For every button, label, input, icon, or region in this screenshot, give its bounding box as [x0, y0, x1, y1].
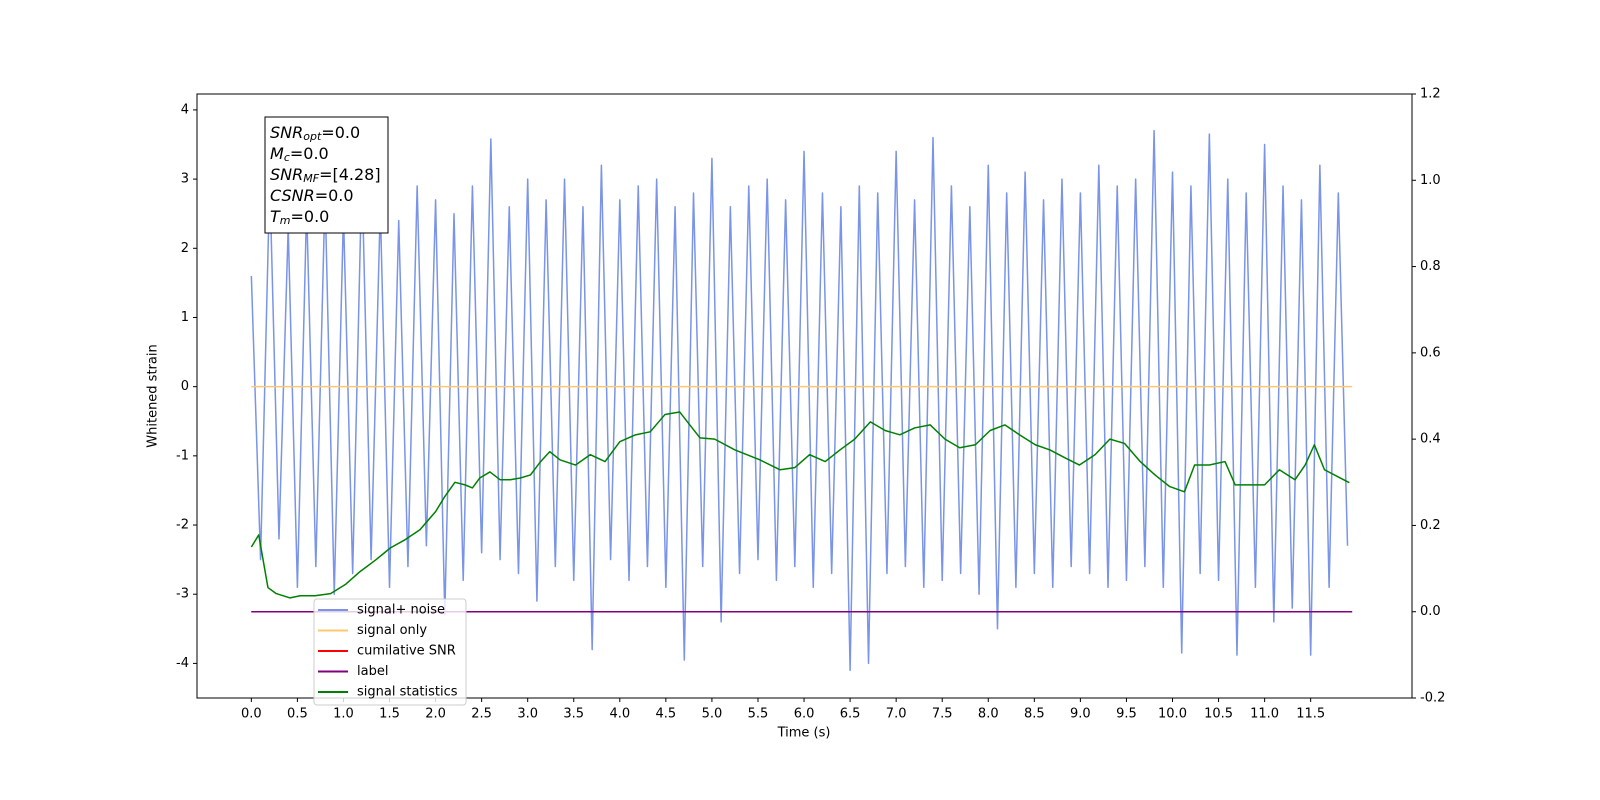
annotation-symbol: CSNR: [270, 186, 315, 205]
y2-tick-label: 1.0: [1420, 173, 1441, 188]
y-tick-label: 3: [181, 172, 189, 187]
x-tick-label: 9.5: [1116, 707, 1137, 722]
y-tick-label: -3: [176, 587, 189, 602]
annotation-subscript: m: [280, 214, 291, 227]
x-tick-label: 8.0: [978, 707, 999, 722]
y2-tick-label: -0.2: [1420, 691, 1445, 706]
x-tick-label: 3.0: [517, 707, 538, 722]
x-tick-label: 3.5: [563, 707, 584, 722]
y-axis-label: Whitened strain: [146, 344, 161, 447]
annotation-value: =0.0: [315, 186, 354, 205]
annotation-line: Mc=0.0: [270, 144, 329, 165]
annotation-symbol: M: [270, 144, 284, 163]
legend-label: cumilative SNR: [357, 644, 456, 659]
legend-label: signal only: [357, 623, 427, 638]
legend-label: signal+ noise: [357, 603, 445, 618]
x-tick-label: 9.0: [1070, 707, 1091, 722]
y-tick-label: -4: [176, 656, 189, 671]
annotation-value: =[4.28]: [319, 165, 381, 184]
annotation-value: =0.0: [290, 144, 329, 163]
y2-tick-label: 1.2: [1420, 87, 1441, 102]
annotation-value: =0.0: [291, 207, 330, 226]
y-tick-label: 0: [181, 379, 189, 394]
x-tick-label: 7.5: [932, 707, 953, 722]
x-tick-label: 7.0: [886, 707, 907, 722]
y2-tick-label: 0.4: [1420, 432, 1441, 447]
y-tick-label: 4: [181, 102, 189, 117]
x-tick-label: 6.5: [840, 707, 861, 722]
annotation-line: SNRopt=0.0: [270, 123, 360, 144]
series-line: [250, 129, 1349, 672]
y-tick-label: -2: [176, 518, 189, 533]
annotation-symbol: SNR: [270, 165, 303, 184]
y-tick-label: 2: [181, 241, 189, 256]
annotation-subscript: MF: [303, 172, 319, 185]
x-tick-label: 11.5: [1296, 707, 1325, 722]
x-tick-label: 6.0: [794, 707, 815, 722]
annotation-line: CSNR=0.0: [270, 186, 354, 205]
x-tick-label: 4.5: [656, 707, 677, 722]
x-tick-label: 2.0: [425, 707, 446, 722]
x-tick-label: 5.0: [702, 707, 723, 722]
annotation-subscript: opt: [303, 130, 322, 143]
series-line: [250, 411, 1350, 599]
x-tick-label: 1.0: [333, 707, 354, 722]
legend: signal+ noise signal only cumilative SNR la…: [313, 598, 467, 706]
annotation-symbol: T: [270, 207, 281, 226]
annotation-subscript: c: [284, 151, 290, 164]
x-tick-label: 10.5: [1204, 707, 1233, 722]
x-tick-label: 0.5: [287, 707, 308, 722]
y2-tick-label: 0.2: [1420, 518, 1441, 533]
annotation-value: =0.0: [321, 123, 360, 142]
x-tick-label: 2.5: [471, 707, 492, 722]
x-tick-label: 8.5: [1024, 707, 1045, 722]
legend-label: label: [357, 664, 388, 679]
x-tick-label: 0.0: [241, 707, 262, 722]
annotation-frame: [264, 116, 389, 234]
annotation-box: SNRopt=0.0Mc=0.0SNRMF=[4.28]CSNR=0.0Tm=0…: [264, 116, 389, 234]
y2-tick-label: 0.0: [1420, 604, 1441, 619]
y-tick-label: 1: [181, 310, 189, 325]
y-tick-label: -1: [176, 448, 189, 463]
legend-frame: [313, 598, 467, 706]
annotation-line: Tm=0.0: [270, 207, 329, 228]
x-tick-label: 5.5: [748, 707, 769, 722]
y2-tick-label: 0.6: [1420, 345, 1441, 360]
x-axis-label: Time (s): [777, 726, 831, 741]
y2-tick-label: 0.8: [1420, 259, 1441, 274]
annotation-symbol: SNR: [270, 123, 303, 142]
x-tick-label: 11.0: [1250, 707, 1279, 722]
annotation-line: SNRMF=[4.28]: [270, 165, 381, 186]
legend-label: signal statistics: [357, 685, 458, 700]
x-tick-label: 1.5: [379, 707, 400, 722]
x-tick-label: 4.0: [609, 707, 630, 722]
x-tick-label: 10.0: [1158, 707, 1187, 722]
